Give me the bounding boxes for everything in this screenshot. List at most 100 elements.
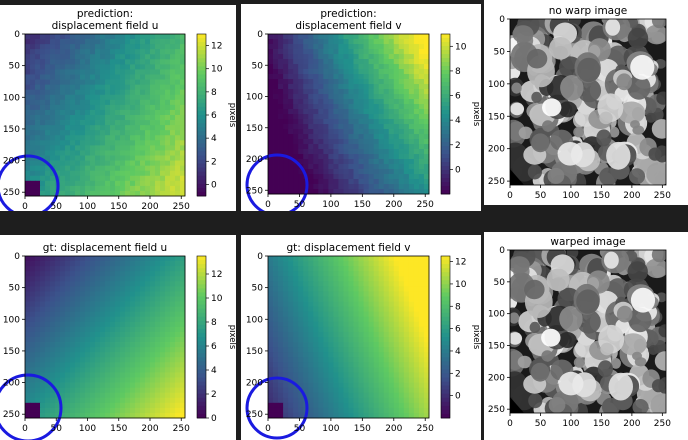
- heatmap-cell: [150, 276, 156, 282]
- heatmap-cell: [318, 44, 324, 50]
- heatmap-cell: [55, 145, 61, 151]
- heatmap-cell: [408, 39, 415, 45]
- heatmap-cell: [160, 392, 166, 399]
- heatmap-cell: [268, 149, 274, 155]
- gt-v-ytick-label: 50: [252, 284, 264, 294]
- heatmap-cell: [30, 266, 36, 272]
- heatmap-cell: [418, 129, 425, 135]
- heatmap-cell: [165, 266, 171, 272]
- heatmap-cell: [60, 39, 66, 45]
- heatmap-cell: [140, 387, 146, 394]
- heatmap-cell: [318, 149, 324, 155]
- heatmap-cell: [328, 337, 334, 343]
- heatmap-cell: [403, 342, 410, 348]
- heatmap-cell: [293, 79, 299, 85]
- heatmap-cell: [418, 316, 425, 323]
- heatmap-cell: [105, 99, 111, 106]
- heatmap-cell: [115, 109, 121, 116]
- heatmap-cell: [70, 170, 76, 177]
- heatmap-cell: [105, 39, 111, 45]
- heatmap-cell: [115, 337, 121, 343]
- colorbar-segment: [197, 353, 206, 358]
- heatmap-cell: [25, 311, 31, 318]
- heatmap-cell: [268, 271, 274, 277]
- texture-blob: [632, 399, 649, 413]
- heatmap-cell: [318, 179, 324, 185]
- heatmap-cell: [288, 154, 294, 160]
- colorbar-segment: [441, 74, 450, 79]
- heatmap-cell: [318, 316, 324, 323]
- heatmap-cell: [393, 129, 400, 135]
- heatmap-cell: [398, 39, 405, 45]
- heatmap-cell: [75, 342, 81, 348]
- heatmap-cell: [25, 175, 31, 182]
- heatmap-cell: [135, 130, 141, 136]
- heatmap-cell: [40, 352, 46, 358]
- heatmap-cell: [388, 189, 395, 195]
- heatmap-cell: [373, 84, 380, 90]
- heatmap-cell: [328, 94, 334, 100]
- heatmap-cell: [283, 367, 289, 373]
- heatmap-cell: [388, 114, 395, 120]
- heatmap-cell: [378, 169, 385, 175]
- heatmap-cell: [378, 64, 385, 70]
- heatmap-cell: [40, 64, 46, 70]
- heatmap-cell: [150, 135, 156, 141]
- heatmap-cell: [378, 377, 385, 383]
- heatmap-cell: [348, 39, 354, 45]
- heatmap-cell: [35, 337, 41, 343]
- heatmap-cell: [373, 164, 380, 170]
- heatmap-cell: [418, 74, 425, 80]
- heatmap-cell: [30, 160, 36, 167]
- heatmap-cell: [283, 109, 289, 115]
- colorbar-segment: [197, 191, 206, 197]
- heatmap-cell: [293, 69, 299, 75]
- heatmap-cell: [145, 291, 151, 297]
- heatmap-cell: [283, 34, 289, 40]
- heatmap-cell: [120, 185, 126, 192]
- heatmap-cell: [90, 115, 96, 121]
- heatmap-cell: [140, 135, 146, 141]
- heatmap-cell: [323, 94, 329, 100]
- heatmap-cell: [328, 362, 334, 368]
- heatmap-cell: [308, 311, 314, 318]
- heatmap-cell: [308, 164, 314, 170]
- heatmap-cell: [283, 169, 289, 175]
- heatmap-cell: [105, 321, 111, 328]
- heatmap-cell: [95, 412, 101, 419]
- heatmap-cell: [130, 49, 136, 55]
- heatmap-cell: [115, 266, 121, 272]
- colorbar-segment: [197, 119, 206, 124]
- heatmap-cell: [35, 190, 41, 197]
- heatmap-cell: [413, 54, 420, 60]
- heatmap-cell: [278, 412, 284, 419]
- heatmap-cell: [353, 94, 359, 100]
- heatmap-cell: [30, 306, 36, 313]
- heatmap-cell: [25, 377, 31, 383]
- warped-xtick-label: 150: [593, 419, 610, 429]
- heatmap-cell: [175, 296, 181, 302]
- heatmap-cell: [413, 99, 420, 105]
- heatmap-cell: [288, 337, 294, 343]
- heatmap-cell: [308, 159, 314, 165]
- heatmap-cell: [125, 392, 131, 399]
- heatmap-cell: [75, 311, 81, 318]
- heatmap-cell: [353, 372, 359, 378]
- heatmap-cell: [95, 99, 101, 106]
- heatmap-cell: [358, 387, 364, 394]
- heatmap-cell: [90, 190, 96, 197]
- heatmap-cell: [160, 79, 166, 86]
- heatmap-cell: [85, 59, 91, 65]
- heatmap-cell: [180, 402, 186, 409]
- colorbar-segment: [441, 260, 450, 265]
- heatmap-cell: [383, 357, 390, 363]
- heatmap-cell: [75, 170, 81, 177]
- heatmap-cell: [388, 109, 395, 115]
- heatmap-cell: [175, 120, 181, 126]
- heatmap-cell: [90, 382, 96, 389]
- heatmap-cell: [338, 372, 344, 378]
- heatmap-cell: [368, 39, 375, 45]
- heatmap-cell: [35, 311, 41, 318]
- heatmap-cell: [70, 377, 76, 383]
- heatmap-cell: [328, 39, 334, 45]
